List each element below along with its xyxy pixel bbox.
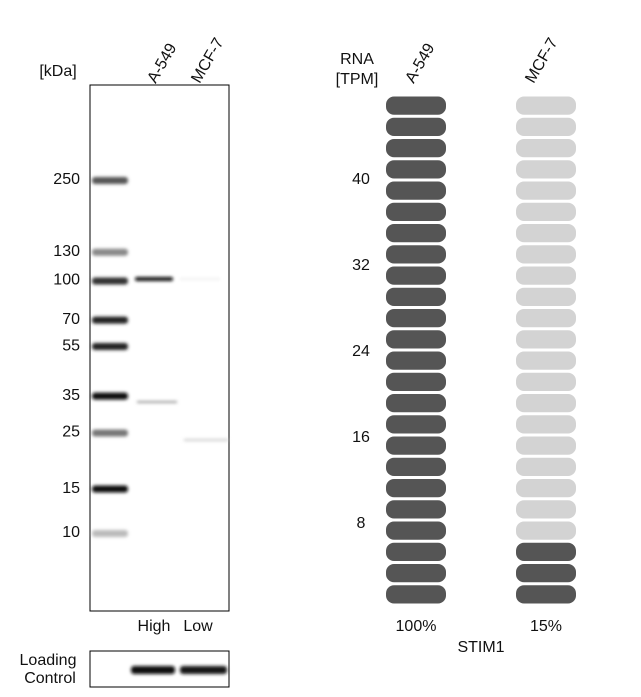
- band: [180, 666, 227, 674]
- rna-pill: [516, 202, 576, 221]
- rna-pill: [386, 96, 446, 115]
- rna-pill: [516, 394, 576, 413]
- rna-pill: [516, 117, 576, 136]
- level-label: Low: [183, 618, 213, 635]
- sample-label: MCF-7: [522, 35, 561, 86]
- rna-pill: [386, 245, 446, 264]
- rna-tick: 24: [352, 343, 370, 360]
- rna-pill: [516, 479, 576, 498]
- marker-lane: 250 130 100 70 55 35 25 15 10: [53, 171, 128, 541]
- marker-band: [92, 316, 128, 324]
- band: [137, 401, 177, 403]
- rna-pill: [386, 181, 446, 200]
- rna-tick: 8: [357, 515, 366, 532]
- rna-pill: [516, 245, 576, 264]
- marker-label: 250: [53, 171, 80, 188]
- rna-pill: [386, 202, 446, 221]
- loading-bands: [131, 666, 227, 674]
- rna-pill: [516, 330, 576, 349]
- rna-pill: [516, 500, 576, 519]
- marker-label: 25: [62, 424, 80, 441]
- band: [135, 277, 173, 281]
- rna-pill: [516, 181, 576, 200]
- rna-pill: [386, 500, 446, 519]
- rna-pill: [516, 542, 576, 561]
- rna-pill: [386, 436, 446, 455]
- marker-label: 100: [53, 272, 80, 289]
- rna-pill: [386, 415, 446, 434]
- rna-pill: [386, 521, 446, 540]
- rna-pill: [386, 309, 446, 328]
- rna-pill: [516, 351, 576, 370]
- rna-pill: [386, 542, 446, 561]
- rna-pill: [386, 224, 446, 243]
- sample-bands: [135, 277, 228, 441]
- rna-tick: 32: [352, 257, 370, 274]
- rna-pill: [516, 436, 576, 455]
- rna-pill: [516, 139, 576, 158]
- rna-pill: [516, 287, 576, 306]
- rna-pill: [516, 372, 576, 391]
- rna-pill: [386, 585, 446, 604]
- rna-pill: [386, 564, 446, 583]
- rna-pill: [386, 160, 446, 179]
- marker-label: 55: [62, 337, 80, 354]
- rna-pill: [386, 457, 446, 476]
- rna-pill: [386, 479, 446, 498]
- rna-pill: [516, 564, 576, 583]
- rna-pill: [386, 394, 446, 413]
- marker-label: 70: [62, 311, 80, 328]
- rna-pill: [516, 457, 576, 476]
- marker-band: [92, 429, 128, 437]
- loading-label: Loading: [20, 652, 77, 669]
- loading-label: Control: [24, 670, 76, 687]
- unit-label: [kDa]: [39, 63, 76, 80]
- rna-pill: [516, 309, 576, 328]
- marker-band: [92, 530, 128, 537]
- marker-band: [92, 343, 128, 351]
- marker-label: 130: [53, 243, 80, 260]
- marker-label: 15: [62, 480, 80, 497]
- sample-label: A-549: [402, 41, 438, 87]
- lane-label: MCF-7: [188, 35, 227, 86]
- marker-band: [92, 248, 128, 256]
- rna-pill: [386, 287, 446, 306]
- rna-pill: [386, 139, 446, 158]
- rna-pill: [516, 160, 576, 179]
- marker-label: 35: [62, 387, 80, 404]
- rna-pill: [516, 585, 576, 604]
- band: [180, 278, 220, 280]
- percent-label: 15%: [530, 618, 562, 635]
- rna-pill: [386, 266, 446, 285]
- rna-tick: 40: [352, 171, 370, 188]
- band: [131, 666, 175, 674]
- rna-pill: [516, 521, 576, 540]
- level-label: High: [138, 618, 171, 635]
- rna-tick: 16: [352, 429, 370, 446]
- rna-pill: [386, 351, 446, 370]
- marker-band: [92, 392, 128, 400]
- rna-label: [TPM]: [336, 71, 379, 88]
- gene-label: STIM1: [457, 639, 504, 656]
- rna-pill: [386, 372, 446, 391]
- rna-pill: [516, 266, 576, 285]
- marker-label: 10: [62, 524, 80, 541]
- marker-band: [92, 177, 128, 185]
- rna-pill: [516, 96, 576, 115]
- rna-pill: [386, 117, 446, 136]
- percent-label: 100%: [396, 618, 437, 635]
- rna-pill: [386, 330, 446, 349]
- marker-band: [92, 485, 128, 493]
- lane-label: A-549: [144, 41, 180, 87]
- band: [184, 439, 228, 441]
- rna-chart: 8 16 24 32 40 100% 15%: [352, 96, 576, 635]
- rna-pill: [516, 224, 576, 243]
- marker-band: [92, 277, 128, 285]
- rna-pill: [516, 415, 576, 434]
- rna-label: RNA: [340, 51, 374, 68]
